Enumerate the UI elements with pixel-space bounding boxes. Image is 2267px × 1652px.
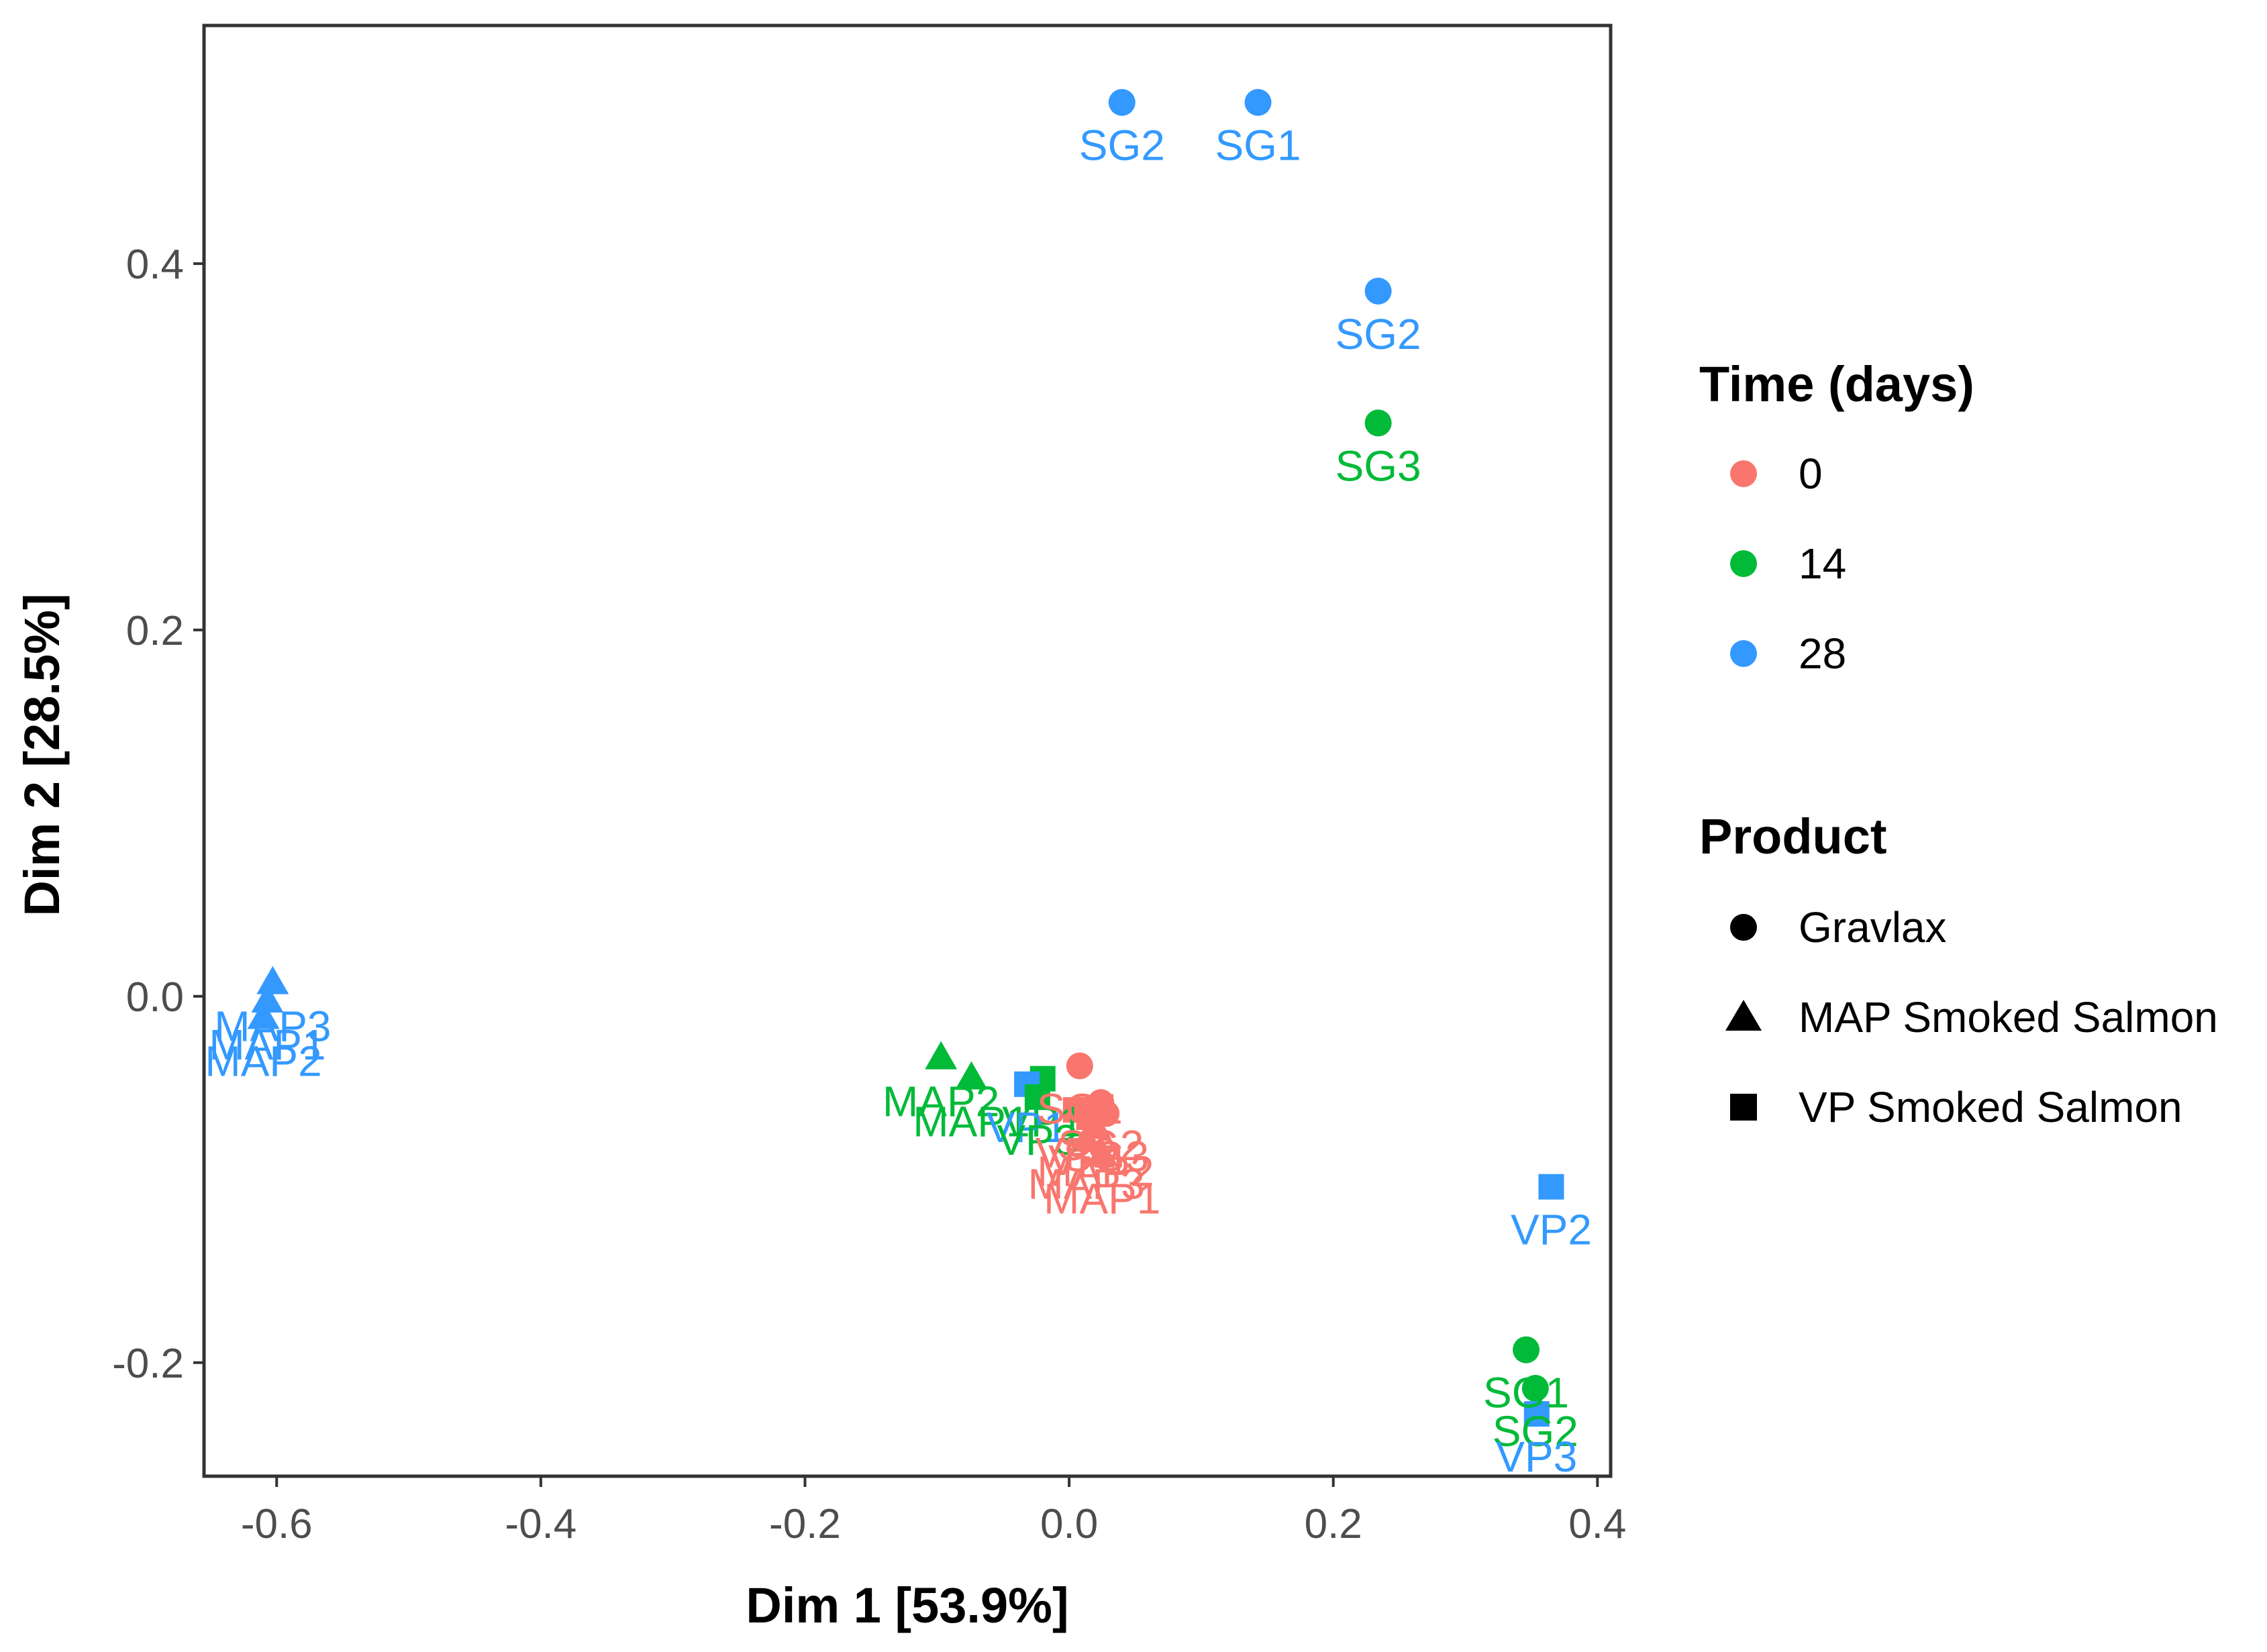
point-label: SG1 [1215, 121, 1301, 170]
legend-key-circle-shape [1730, 914, 1757, 941]
plot-panel-border [202, 23, 1613, 1478]
data-point [1070, 1123, 1103, 1152]
point-label: SG3 [1336, 442, 1421, 490]
x-tick-label: 0.4 [1568, 1501, 1626, 1547]
x-axis-title: Dim 1 [53.9%] [746, 1578, 1068, 1633]
point-label: MAP1 [1044, 1174, 1160, 1223]
data-point [1244, 89, 1272, 116]
point-labels: SG2 SG1SG2SG3MAP3MAP1MAP2MAP2MAP1VP1VP1VP… [205, 121, 1591, 1482]
point-label: MAP2 [883, 1078, 999, 1126]
data-point [1364, 409, 1392, 437]
y-tick-label: 0.2 [126, 608, 184, 654]
x-tick-label: 0.0 [1040, 1501, 1098, 1547]
data-point [256, 966, 289, 994]
legend-key-day-14 [1730, 550, 1757, 577]
point-label: SG2 [1336, 310, 1421, 358]
point-label: SG2 [1493, 1407, 1578, 1455]
point-label: VP1 [987, 1103, 1068, 1151]
data-point [1066, 1052, 1093, 1080]
legend: Time (days) 0 14 28 Product Gravlax MAP … [1699, 356, 2218, 1131]
legend-key-square-shape [1730, 1094, 1757, 1121]
data-point [955, 1061, 988, 1090]
legend-key-day-28 [1730, 640, 1757, 667]
y-tick-label: 0.0 [126, 974, 184, 1021]
point-label: MAP3 [1028, 1159, 1145, 1208]
data-point [1521, 1374, 1549, 1402]
point-label: VP2 [1035, 1129, 1116, 1177]
legend-label-vp-smoked-salmon: VP Smoked Salmon [1799, 1083, 2182, 1131]
legend-label-map-smoked-salmon: MAP Smoked Salmon [1799, 993, 2218, 1041]
point-label: MAP1 [913, 1098, 1029, 1146]
data-point [1108, 89, 1136, 116]
x-tick-label: -0.4 [505, 1501, 576, 1547]
axis-ticks: -0.6 -0.4 -0.2 0.0 0.2 0.4 -0.2 0.0 0.2 0.4 [112, 242, 1626, 1547]
point-label: MAP2 [1037, 1147, 1154, 1195]
legend-title-time: Time (days) [1699, 356, 1974, 412]
legend-key-triangle-shape [1725, 1000, 1762, 1031]
data-point [1024, 1084, 1050, 1110]
point-label: SG2 [1079, 121, 1165, 170]
point-label: MAP3 [214, 1002, 331, 1051]
y-tick-label: 0.4 [126, 242, 184, 288]
data-point [1086, 1138, 1119, 1167]
data-points [247, 89, 1564, 1427]
data-point [925, 1041, 958, 1070]
data-point [251, 984, 284, 1013]
point-label: MAP1 [209, 1021, 325, 1069]
point-label: SG1 [1037, 1085, 1123, 1133]
x-tick-label: -0.2 [769, 1501, 841, 1547]
point-label: VP1 [1048, 1136, 1129, 1184]
data-point [1523, 1401, 1550, 1427]
data-point [1513, 1336, 1540, 1363]
y-tick-label: -0.2 [112, 1341, 184, 1387]
legend-label-day-14: 14 [1799, 539, 1846, 588]
point-label: VP1 [1002, 1098, 1083, 1146]
legend-label-gravlax: Gravlax [1799, 903, 1947, 951]
point-label: VP3 [1496, 1433, 1577, 1481]
legend-label-day-0: 0 [1799, 450, 1823, 498]
x-tick-label: -0.6 [241, 1501, 313, 1547]
point-label: SG1 [1483, 1369, 1569, 1417]
x-tick-label: 0.2 [1305, 1501, 1362, 1547]
data-point [1538, 1174, 1564, 1200]
legend-label-day-28: 28 [1799, 629, 1846, 678]
point-label: SG2 [1058, 1121, 1144, 1170]
data-point [247, 1000, 280, 1029]
point-label: VP2 [1511, 1206, 1592, 1254]
y-axis-title: Dim 2 [28.5%] [14, 593, 70, 916]
point-label: SG3 [1063, 1133, 1149, 1181]
legend-key-day-0 [1730, 460, 1757, 487]
legend-title-product: Product [1699, 809, 1887, 864]
point-label: MAP2 [205, 1037, 321, 1086]
point-label: VP3 [997, 1116, 1078, 1164]
data-point [1364, 277, 1392, 305]
